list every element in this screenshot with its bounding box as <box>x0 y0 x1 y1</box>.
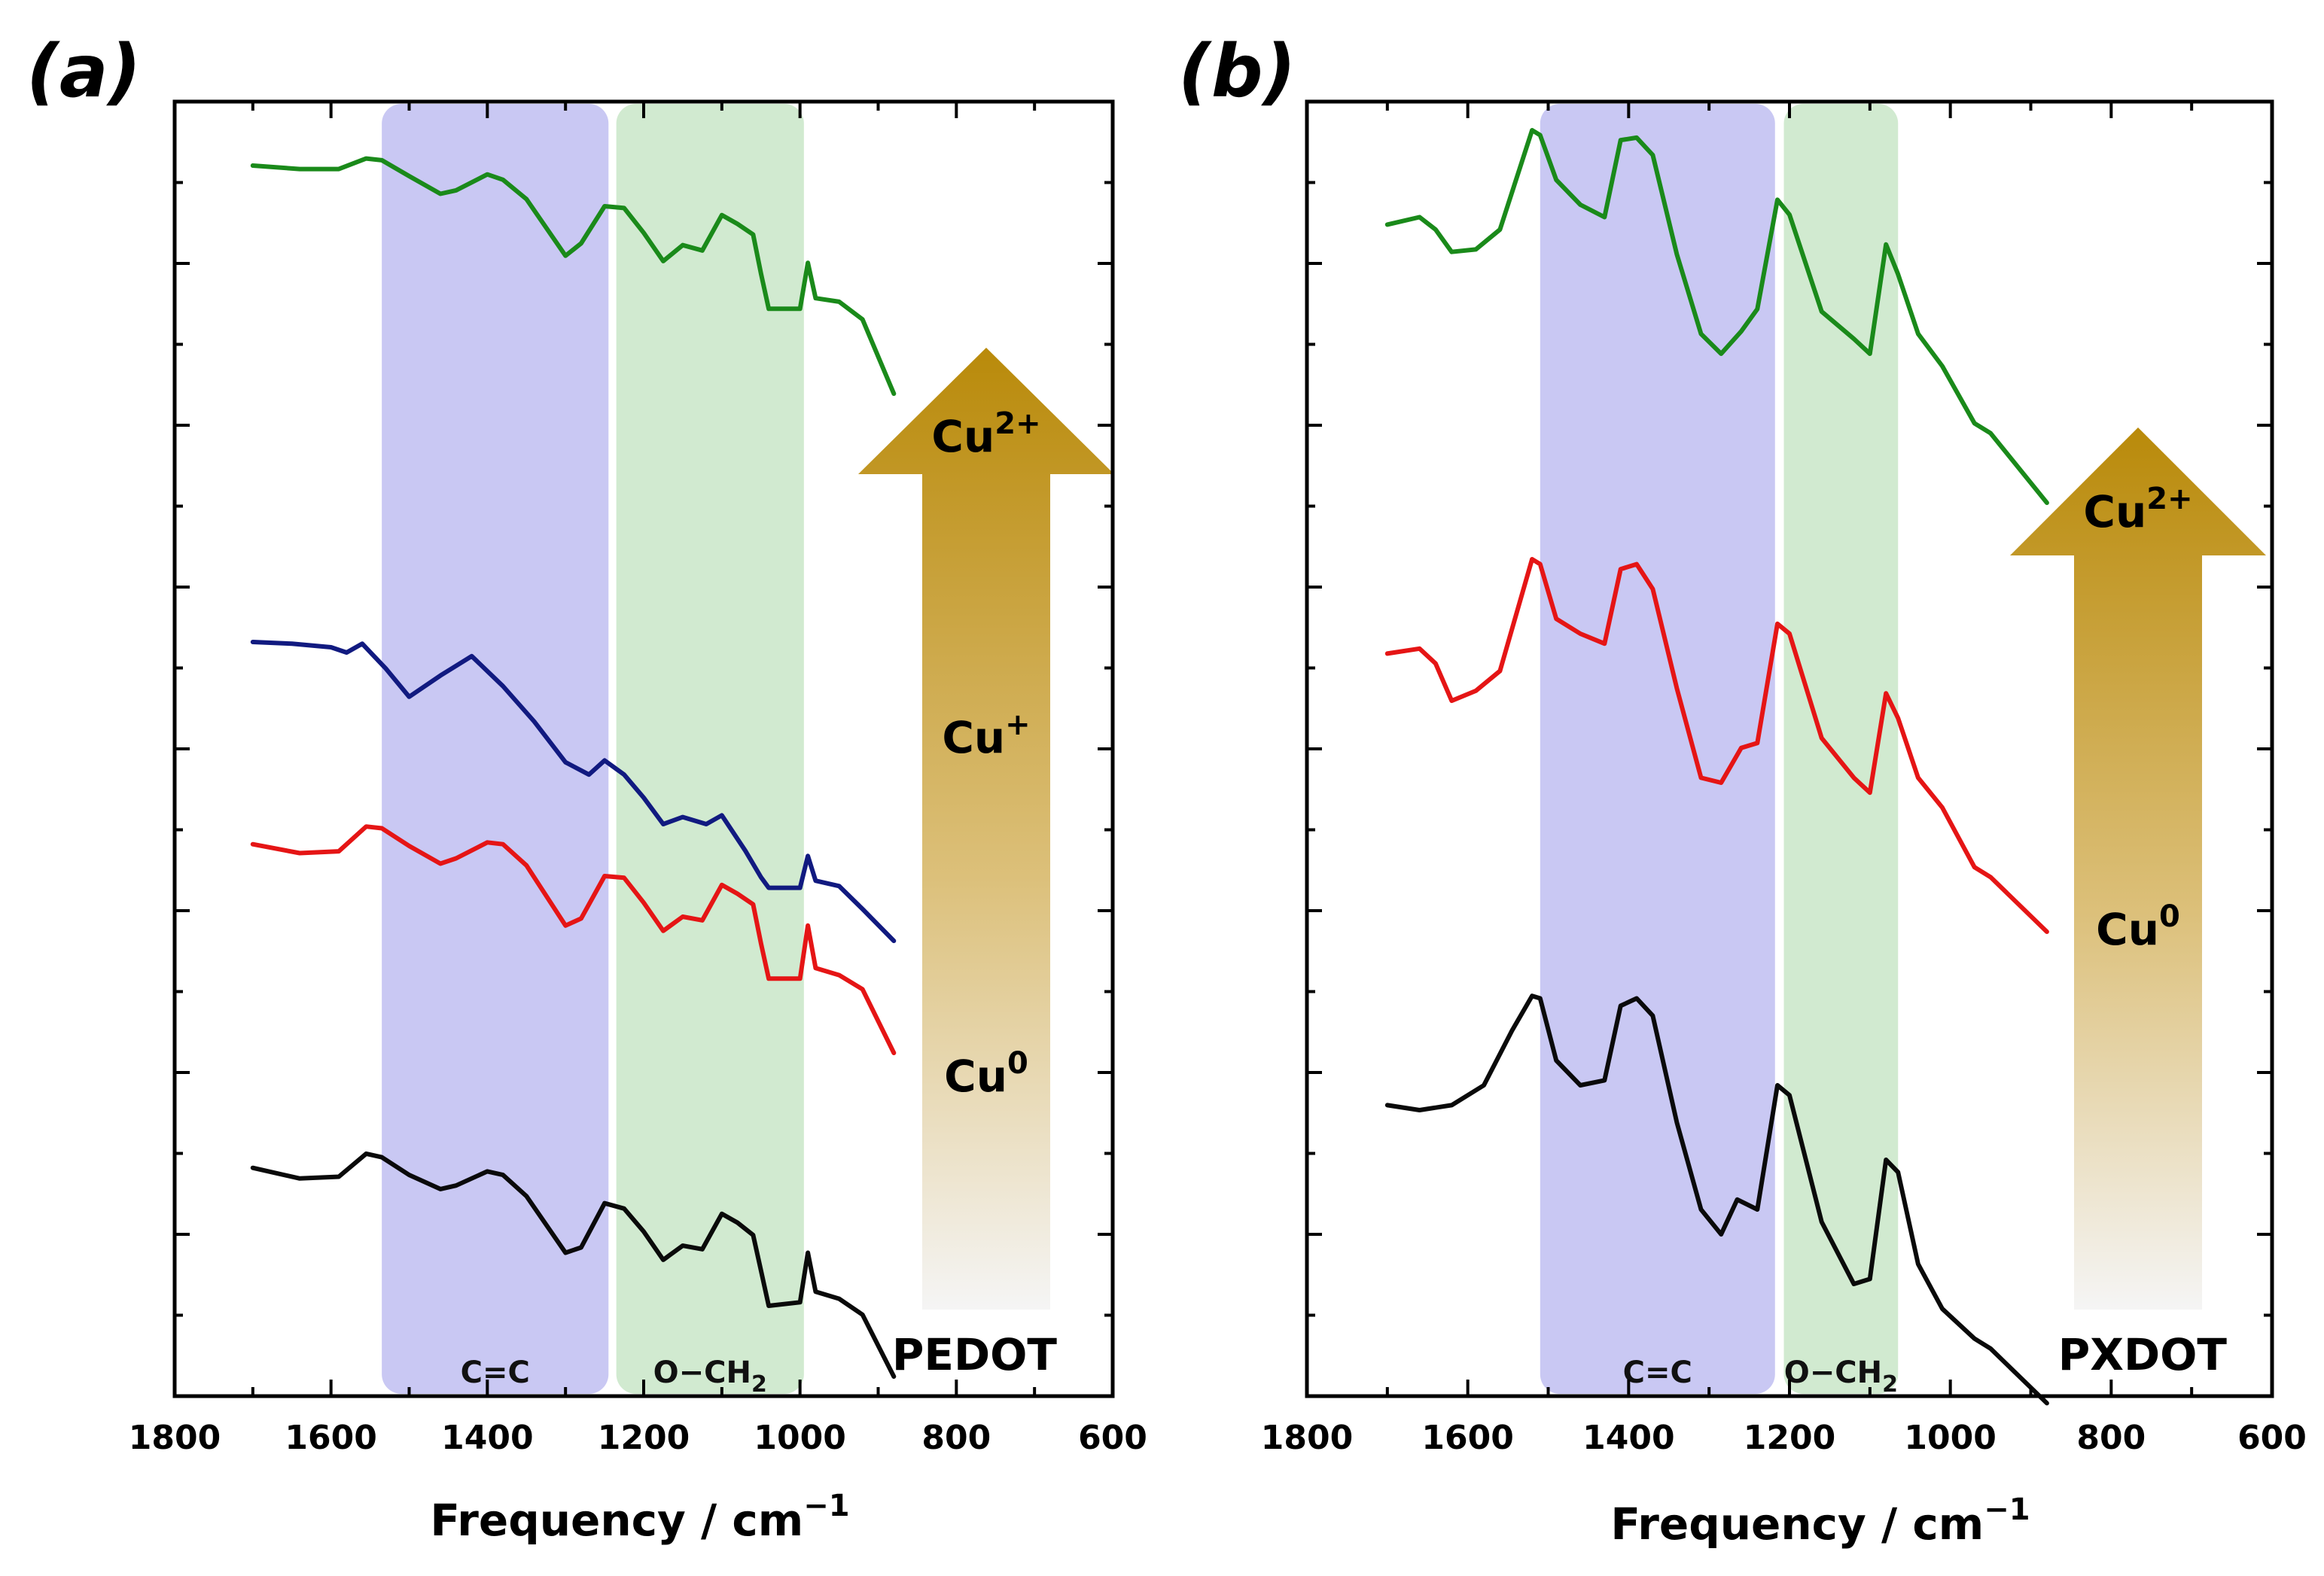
band-label-text-b-1: O−CH <box>1784 1355 1882 1390</box>
oxidation-label-sup-a-0: 2+ <box>994 406 1040 441</box>
x-tick-label-a-800: 800 <box>921 1419 991 1457</box>
band-label-b-1: O−CH2 <box>1784 1355 1898 1398</box>
x-tick-labels-a: 1800 1600 1400 1200 1000 800 600 <box>129 1419 1147 1457</box>
oxidation-label-base-b-1: Cu <box>2096 904 2159 955</box>
x-tick-label-a-1800: 1800 <box>129 1419 221 1457</box>
x-axis-title-b: Frequency / cm−1 <box>1610 1492 2030 1550</box>
panel-a: C=C O−CH2 Cu2+Cu+Cu0 1800 1600 1400 1200 1000… <box>26 29 1147 1546</box>
x-tick-label-b-1200: 1200 <box>1744 1419 1835 1457</box>
x-tick-label-b-1800: 1800 <box>1261 1419 1353 1457</box>
x-tick-label-a-600: 600 <box>1078 1419 1147 1457</box>
oxidation-label-a-0: Cu2+ <box>931 406 1040 462</box>
oxidation-label-base-a-1: Cu <box>942 712 1005 763</box>
x-tick-label-a-1400: 1400 <box>441 1419 533 1457</box>
band-label-b-0: C=C <box>1623 1355 1692 1390</box>
arrow-shape-a <box>858 348 1114 1310</box>
x-tick-label-a-1600: 1600 <box>285 1419 376 1457</box>
series-group-b <box>1384 128 2049 1406</box>
band-b-1 <box>1783 104 1899 1394</box>
oxidation-label-b-0: Cu2+ <box>2083 482 2192 537</box>
oxidation-arrow-a: Cu2+Cu+Cu0 <box>858 348 1114 1310</box>
oxidation-arrow-b: Cu2+Cu0 <box>2010 427 2266 1310</box>
ticks-b <box>1305 102 2274 1396</box>
oxidation-label-sup-b-0: 2+ <box>2146 482 2192 516</box>
band-b-0 <box>1540 104 1775 1394</box>
panel-b: C=C O−CH2 Cu2+Cu0 1800 1600 1400 1200 1000 800… <box>1178 29 2307 1550</box>
band-label-text-a-1: O−CH <box>653 1355 751 1390</box>
spectrum-line-a-3 <box>250 1151 897 1379</box>
oxidation-label-b-1: Cu0 <box>2096 899 2180 955</box>
band-label-sub-b-1: 2 <box>1882 1371 1898 1398</box>
x-axis-title-exp-b: −1 <box>1984 1492 2030 1527</box>
band-group-b: C=C O−CH2 <box>1540 104 1899 1398</box>
ticks-a <box>173 102 1114 1396</box>
x-tick-labels-b: 1800 1600 1400 1200 1000 800 600 <box>1261 1419 2307 1457</box>
oxidation-label-sup-a-1: + <box>1005 707 1031 742</box>
band-label-a-0: C=C <box>461 1355 530 1390</box>
panel-label-b: (b) <box>1178 29 1296 114</box>
band-label-text-b-0: C=C <box>1623 1355 1692 1390</box>
oxidation-label-base-a-2: Cu <box>944 1051 1007 1102</box>
x-axis-title-a: Frequency / cm−1 <box>430 1489 849 1546</box>
oxidation-label-base-a-0: Cu <box>931 411 994 462</box>
oxidation-label-a-1: Cu+ <box>942 707 1030 763</box>
polymer-label-b: PXDOT <box>2058 1329 2228 1380</box>
series-group-a <box>250 156 897 1379</box>
spectrum-line-b-2 <box>1384 993 2049 1406</box>
band-a-0 <box>382 104 609 1394</box>
x-tick-label-b-1600: 1600 <box>1421 1419 1513 1457</box>
band-label-a-1: O−CH2 <box>653 1355 767 1398</box>
band-group-a: C=C O−CH2 <box>382 104 804 1398</box>
arrow-shape-b <box>2010 427 2266 1310</box>
oxidation-label-base-b-0: Cu <box>2083 486 2146 537</box>
panel-label-a: (a) <box>26 29 142 114</box>
spectrum-line-a-1 <box>250 640 897 944</box>
x-tick-label-a-1000: 1000 <box>754 1419 845 1457</box>
x-axis-title-text-b: Frequency / cm <box>1610 1498 1984 1550</box>
x-tick-label-b-1400: 1400 <box>1582 1419 1674 1457</box>
x-axis-title-text-a: Frequency / cm <box>430 1495 803 1546</box>
polymer-label-a: PEDOT <box>892 1329 1058 1380</box>
spectrum-line-b-1 <box>1384 557 2049 934</box>
oxidation-label-sup-b-1: 0 <box>2159 899 2180 934</box>
x-tick-label-b-1000: 1000 <box>1904 1419 1996 1457</box>
x-tick-label-b-600: 600 <box>2237 1419 2307 1457</box>
spectrum-line-a-2 <box>250 824 897 1055</box>
x-tick-label-b-800: 800 <box>2076 1419 2146 1457</box>
x-axis-title-exp-a: −1 <box>803 1489 849 1523</box>
x-tick-label-a-1200: 1200 <box>598 1419 690 1457</box>
spectrum-line-b-0 <box>1384 128 2049 505</box>
band-label-sub-a-1: 2 <box>751 1371 767 1398</box>
band-a-1 <box>616 104 804 1394</box>
spectrum-line-a-0 <box>250 156 897 397</box>
band-label-text-a-0: C=C <box>461 1355 530 1390</box>
oxidation-label-a-2: Cu0 <box>944 1046 1028 1102</box>
oxidation-label-sup-a-2: 0 <box>1007 1046 1028 1081</box>
